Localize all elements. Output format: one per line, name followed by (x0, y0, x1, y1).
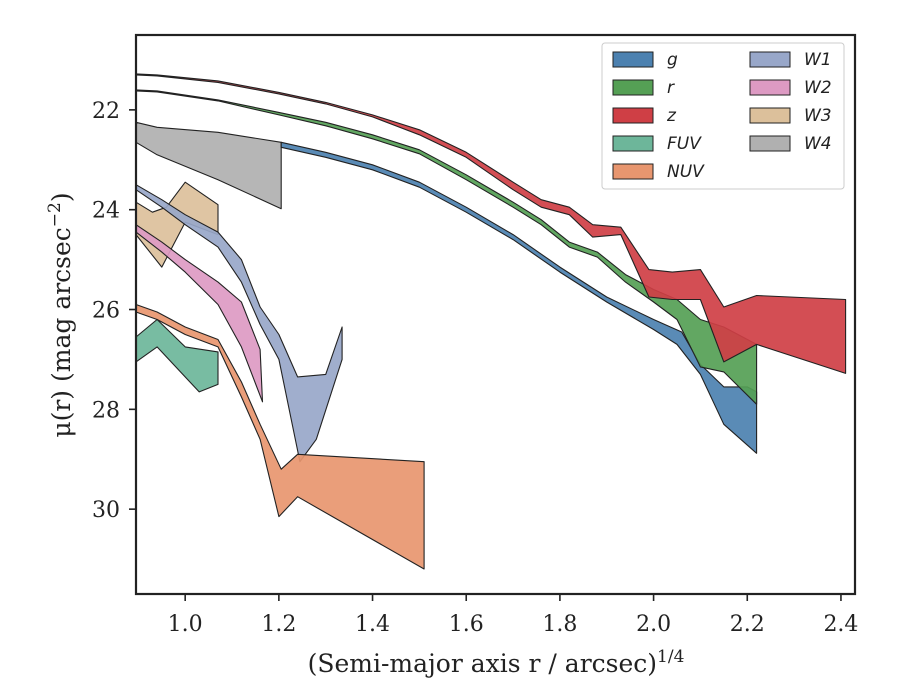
legend-label-nuv: NUV (667, 162, 705, 182)
ticks-layer: 1.0 1.2 1.4 1.6 1.8 2.0 2.2 2.4 22 24 26 28 30 (92, 99, 858, 637)
x-tick-label: 1.8 (542, 612, 577, 637)
legend-swatch-z (612, 107, 654, 124)
band-w2 (135, 224, 264, 403)
y-tick-label: 24 (92, 199, 120, 224)
legend-swatch-w1 (749, 51, 791, 68)
y-axis-label: μ(r) (mag arcsec−2) (45, 192, 76, 437)
x-tick-label: 1.2 (261, 612, 296, 637)
band-fuv (135, 318, 219, 393)
band-w1 (135, 184, 343, 463)
bands-layer (135, 73, 847, 570)
band-w4 (135, 121, 282, 210)
x-tick-label: 2.2 (730, 612, 765, 637)
legend-label-r: r (667, 78, 675, 98)
band-g (280, 141, 758, 454)
y-tick-label: 26 (92, 299, 120, 324)
legend: grz FUV NUV W1 W2 W3 W4 (601, 42, 845, 190)
x-tick-label: 1.0 (168, 612, 203, 637)
y-tick-label: 22 (92, 99, 120, 124)
legend-swatch-r (612, 79, 654, 96)
legend-label-w2: W2 (804, 78, 832, 98)
legend-label-z: z (666, 106, 677, 126)
legend-swatch-nuv (612, 163, 654, 180)
x-tick-label: 2.4 (823, 612, 858, 637)
x-tick-label: 1.6 (449, 612, 484, 637)
x-tick-label: 1.4 (355, 612, 390, 637)
legend-swatch-g (612, 51, 654, 68)
band-nuv (135, 303, 425, 570)
x-tick-label: 2.0 (636, 612, 671, 637)
y-tick-label: 30 (92, 498, 120, 523)
x-axis-label: (Semi-major axis r / arcsec)1/4 (308, 647, 685, 678)
legend-swatch-fuv (612, 135, 654, 152)
legend-label-g: g (667, 50, 678, 70)
legend-swatch-w3 (749, 107, 791, 124)
legend-label-w4: W4 (804, 134, 832, 154)
y-tick-label: 28 (92, 398, 120, 423)
band-r (135, 89, 758, 405)
legend-swatch-w4 (749, 135, 791, 152)
legend-label-w3: W3 (804, 106, 832, 126)
legend-label-fuv: FUV (667, 134, 702, 154)
plot-frame (134, 33, 857, 596)
legend-label-w1: W1 (804, 50, 832, 70)
band-z (135, 73, 847, 374)
legend-swatch-w2 (749, 79, 791, 96)
